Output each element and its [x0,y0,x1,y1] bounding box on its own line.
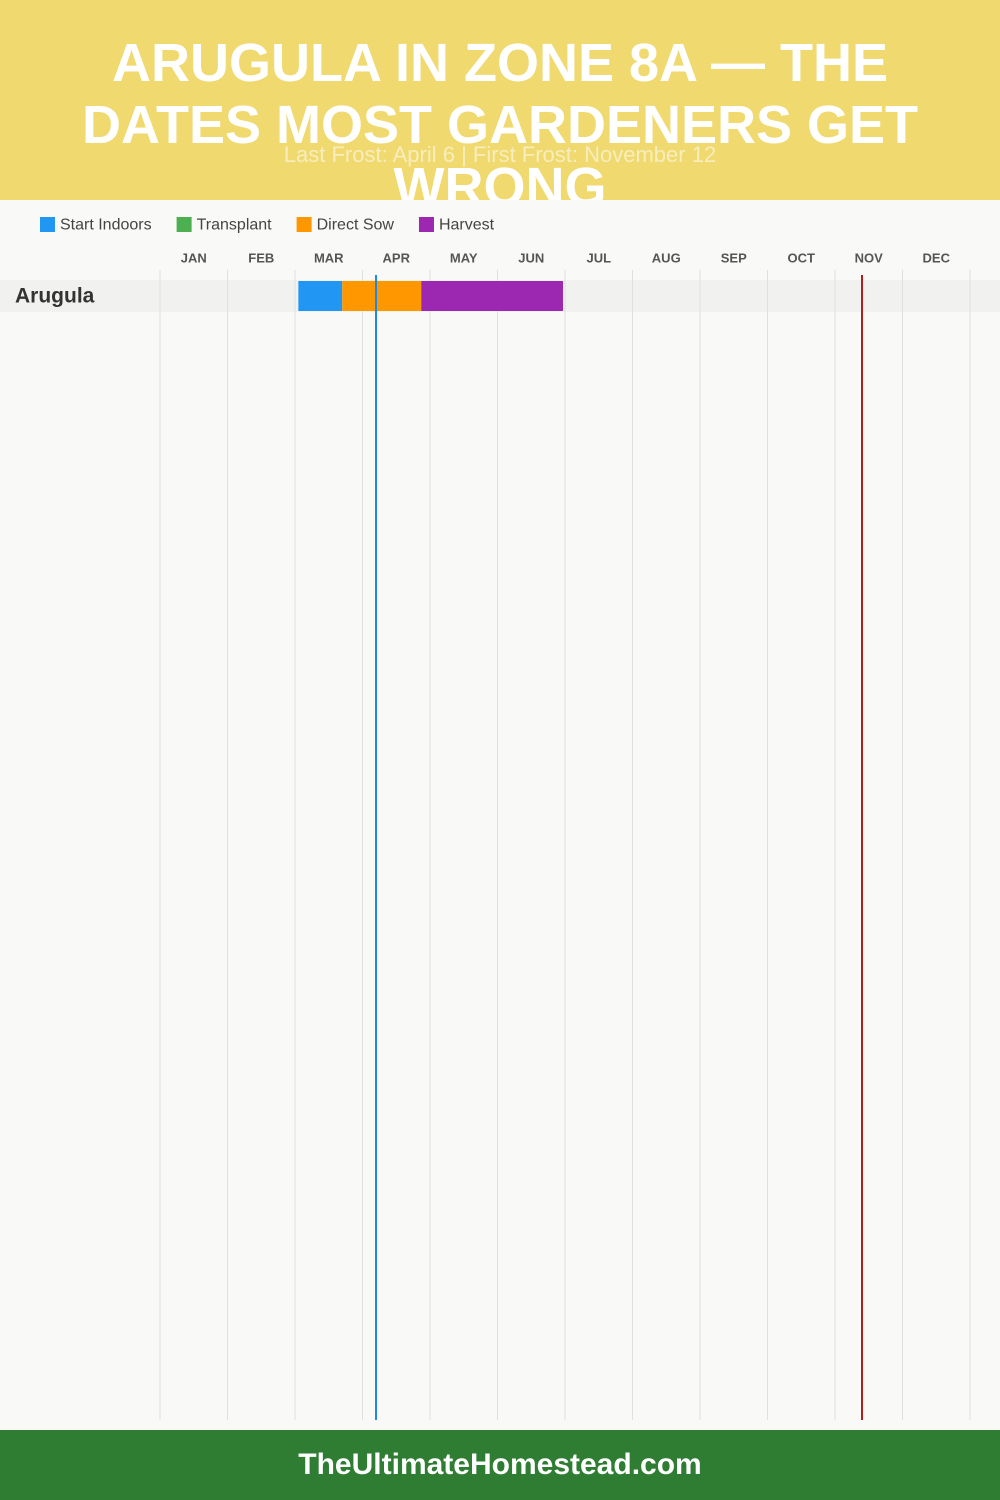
legend-label: Direct Sow [317,217,395,234]
bar [298,281,343,311]
header: ARUGULA IN ZONE 8A — THE DATES MOST GARD… [0,0,1000,200]
bar [342,281,422,311]
x-tick-label: JUN [518,250,544,265]
x-tick-label: DEC [923,250,951,265]
legend-label: Start Indoors [60,217,152,234]
legend-label: Harvest [439,217,495,234]
x-tick-label: NOV [855,250,884,265]
row-label: Arugula [15,285,95,308]
chart-subtitle: Last Frost: April 6 | First Frost: Novem… [283,142,717,167]
legend-swatch [176,217,192,232]
x-tick-label: SEP [721,250,747,265]
legend-swatch [40,217,55,232]
x-tick-label: MAY [450,250,478,265]
x-tick-label: JAN [181,250,207,265]
x-tick-label: MAR [314,250,344,265]
bar [421,281,563,311]
x-tick-label: AUG [652,250,681,265]
chart-title: ARUGULA IN ZONE 8A — THE DATES MOST GARD… [81,33,919,200]
legend-swatch [296,217,312,232]
x-tick-label: FEB [248,250,274,265]
legend-swatch [418,217,434,232]
legend-label: Transplant [197,217,273,234]
x-tick-label: OCT [788,250,816,265]
x-tick-label: JUL [586,250,611,265]
x-tick-label: APR [383,250,411,265]
chart: Start Indoors Transplant Direct Sow Harvest… [0,217,1000,1420]
footer: TheUltimateHomestead.com [0,1430,1000,1500]
